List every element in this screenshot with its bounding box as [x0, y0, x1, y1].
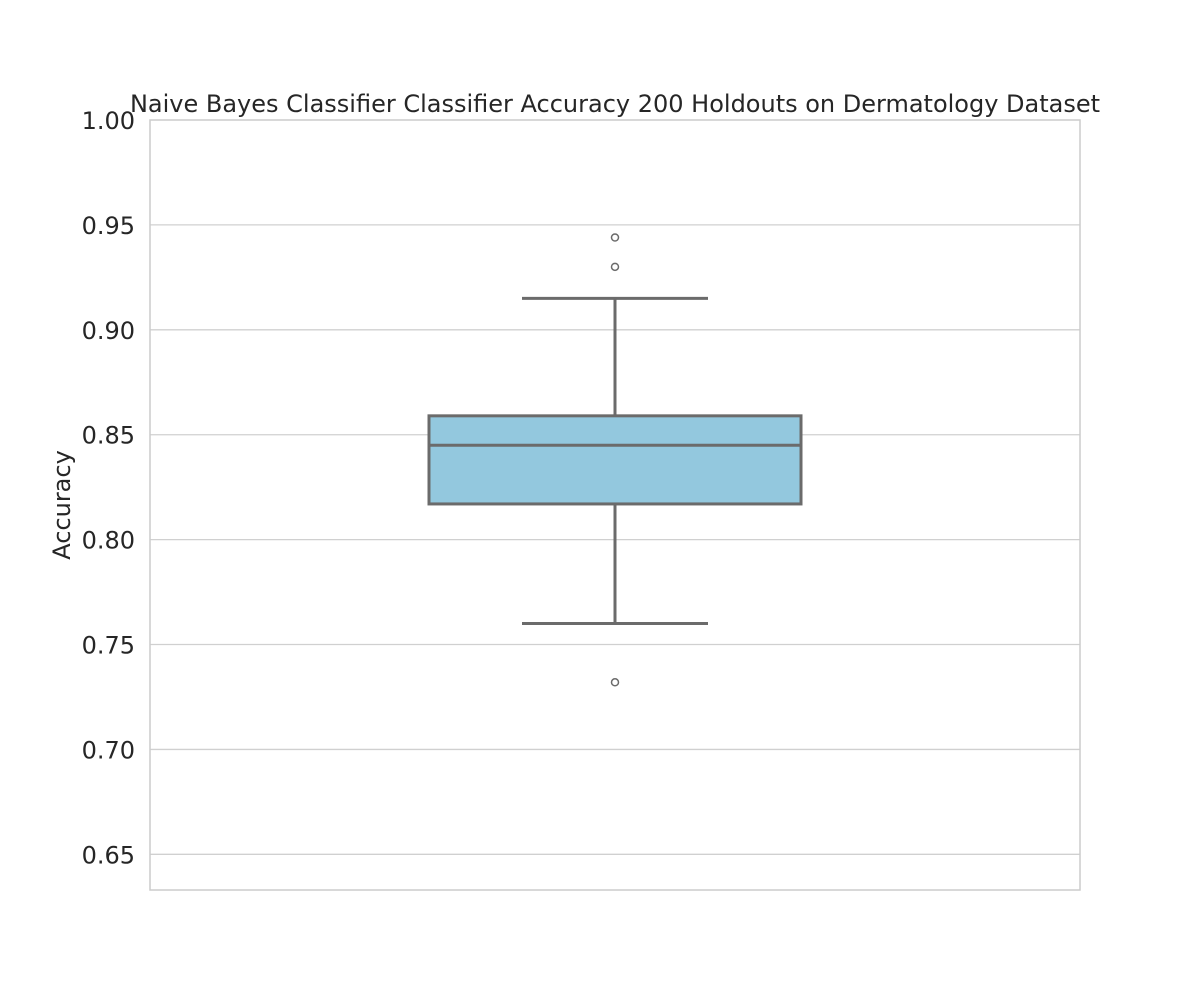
chart-title: Naive Bayes Classifier Classifier Accura…	[130, 90, 1100, 118]
y-axis-label: Accuracy	[48, 450, 76, 560]
box-group	[427, 233, 803, 687]
outlier-point	[610, 262, 620, 272]
y-tick-label: 0.70	[82, 736, 135, 764]
y-tick-label: 0.80	[82, 527, 135, 555]
plot-frame	[149, 119, 1081, 891]
iqr-box	[427, 414, 803, 506]
y-tick-label: 0.90	[82, 317, 135, 345]
outlier-point	[610, 678, 620, 687]
y-tick-label: 0.95	[82, 212, 135, 240]
y-tick-label: 0.85	[82, 422, 135, 450]
y-tick-label: 0.65	[82, 841, 135, 869]
y-tick-label: 0.75	[82, 632, 135, 660]
outlier-point	[610, 233, 620, 242]
y-tick-labels: 0.65 0.70 0.75 0.80 0.85 0.90 0.95 1.00	[82, 107, 135, 869]
y-tick-label: 1.00	[82, 107, 135, 135]
